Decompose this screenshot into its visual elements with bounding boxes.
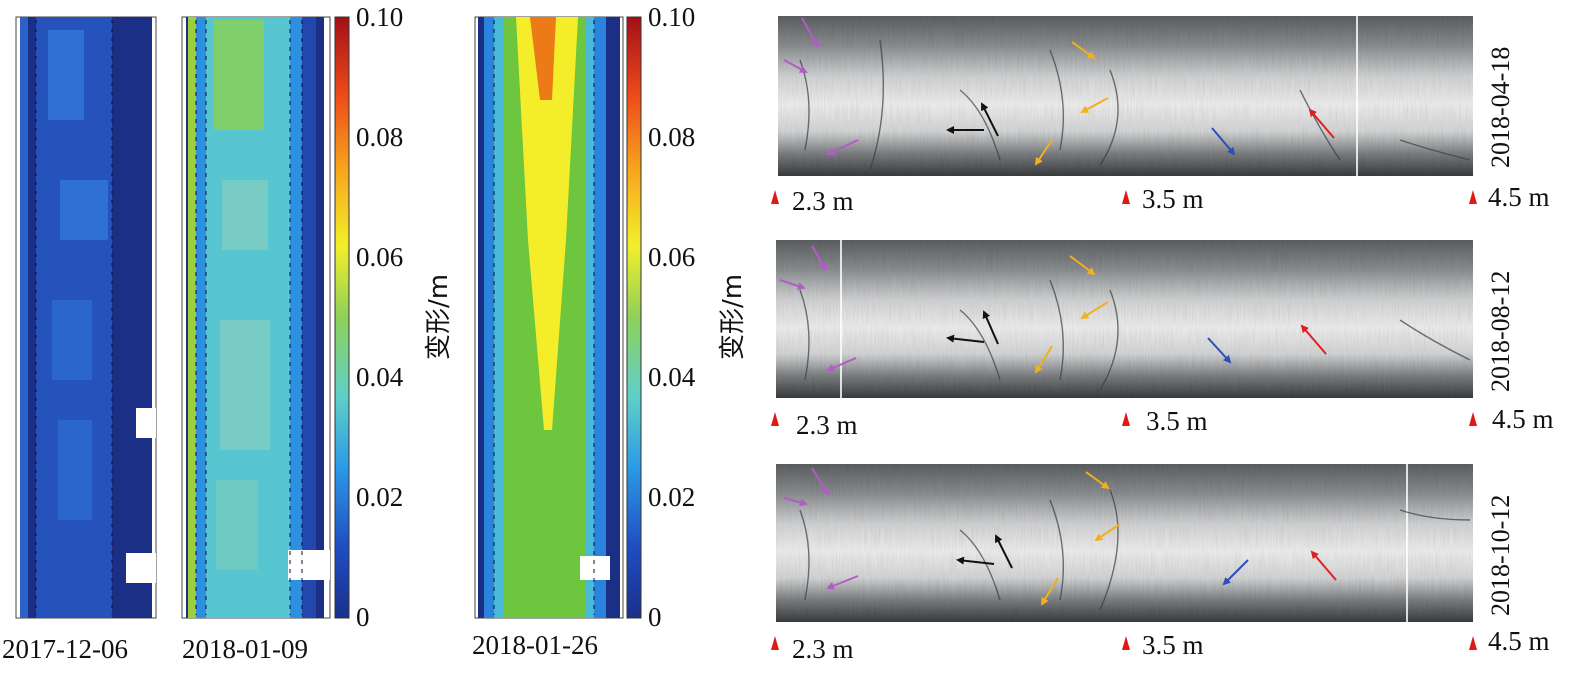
marker-triangle <box>1122 636 1130 650</box>
arrow-orange <box>1069 255 1096 276</box>
position-label: 3.5 m <box>1142 630 1204 660</box>
arrow-orange <box>1040 577 1059 606</box>
colorbar-tick: 0.04 <box>356 362 404 392</box>
arrow-red <box>1300 324 1327 355</box>
colorbar-tick: 0.10 <box>356 2 404 32</box>
arrow-magenta <box>779 279 806 290</box>
colorbar-left <box>334 16 350 619</box>
arrow-blue <box>1207 337 1232 364</box>
contour-map-2018-01-26 <box>474 16 624 619</box>
colorbar-tick: 0 <box>648 602 662 632</box>
map-date-label: 2018-01-26 <box>472 630 598 660</box>
position-label: 3.5 m <box>1146 406 1208 436</box>
colorbar-tick: 0.08 <box>648 122 696 152</box>
arrow-orange <box>1080 301 1109 320</box>
arrow-black <box>995 534 1013 569</box>
marker-triangle <box>771 190 779 204</box>
marker-triangle <box>771 412 779 426</box>
arrow-orange <box>1094 523 1121 542</box>
contour-map-2017-12-06 <box>15 16 157 619</box>
position-label: 2.3 m <box>796 410 858 440</box>
colorbar-tick: 0.06 <box>648 242 696 272</box>
arrow-magenta <box>811 245 828 272</box>
position-label: 4.5 m <box>1488 626 1550 656</box>
borehole-strip-3 <box>776 464 1473 622</box>
colorbar-title: 变形/m <box>718 273 748 360</box>
marker-triangle <box>1469 190 1477 204</box>
arrow-black <box>981 102 999 137</box>
colorbar-tick: 0 <box>356 602 370 632</box>
colorbar-right <box>626 16 642 619</box>
arrow-blue <box>1211 127 1236 156</box>
colorbar-tick: 0.04 <box>648 362 696 392</box>
arrow-black <box>946 334 985 343</box>
marker-triangle <box>771 636 779 650</box>
strip-date-label: 2018-10-12 <box>1486 494 1515 616</box>
arrow-orange <box>1080 97 1109 113</box>
borehole-strip-1 <box>778 16 1473 176</box>
annotation-arrows <box>779 17 1337 606</box>
position-markers <box>771 190 1477 650</box>
strip-date-label: 2018-04-18 <box>1486 46 1515 168</box>
arrow-magenta <box>783 497 808 507</box>
colorbar-title: 变形/m <box>424 273 454 360</box>
colorbar-tick: 0.02 <box>648 482 696 512</box>
arrow-orange <box>1071 41 1096 60</box>
position-label: 4.5 m <box>1488 182 1550 212</box>
map-date-label: 2017-12-06 <box>2 634 128 664</box>
arrow-magenta <box>826 139 859 156</box>
arrow-orange <box>1034 139 1053 166</box>
arrow-magenta <box>826 357 857 372</box>
marker-triangle <box>1469 412 1477 426</box>
strip-date-label: 2018-08-12 <box>1486 270 1515 392</box>
colorbar-tick: 0.06 <box>356 242 404 272</box>
arrow-magenta <box>801 17 819 48</box>
arrow-magenta <box>783 59 808 73</box>
marker-triangle <box>1469 636 1477 650</box>
arrow-red <box>1310 550 1337 581</box>
position-label: 2.3 m <box>792 186 854 216</box>
position-label: 4.5 m <box>1492 404 1554 434</box>
arrow-black <box>956 556 995 565</box>
arrow-magenta <box>826 575 859 590</box>
position-label: 3.5 m <box>1142 184 1204 214</box>
position-label: 2.3 m <box>792 634 854 664</box>
arrow-magenta <box>811 467 830 496</box>
contour-map-2018-01-09 <box>181 16 331 619</box>
marker-triangle <box>1122 412 1130 426</box>
arrow-red <box>1308 108 1335 139</box>
marker-triangle <box>1122 190 1130 204</box>
arrow-orange <box>1085 471 1110 490</box>
borehole-strip-2 <box>776 240 1473 398</box>
crack-lines <box>799 39 1471 611</box>
arrow-black <box>982 310 999 345</box>
map-date-label: 2018-01-09 <box>182 634 308 664</box>
colorbar-tick: 0.08 <box>356 122 404 152</box>
arrow-orange <box>1034 345 1053 374</box>
colorbar-tick: 0.02 <box>356 482 404 512</box>
arrow-blue <box>1222 559 1249 586</box>
colorbar-tick: 0.10 <box>648 2 696 32</box>
